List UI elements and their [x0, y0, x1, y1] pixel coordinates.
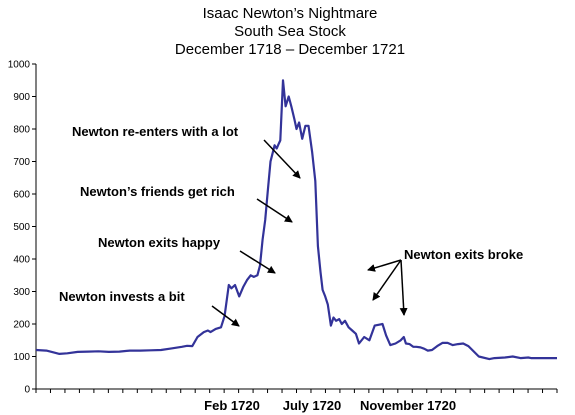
annotation-invests-bit-arrow	[211, 305, 240, 327]
chart-title-line-1: Isaac Newton’s Nightmare	[203, 5, 378, 22]
y-tick-label: 800	[13, 125, 30, 136]
x-tick-label-november-1720: November 1720	[360, 398, 456, 413]
annotations: Newton re-enters with a lot Newton’s fri…	[59, 124, 523, 327]
annotation-exits-happy-arrow	[239, 250, 276, 274]
annotation-exits-broke-arrow-3	[399, 259, 408, 316]
chart-title-line-3: December 1718 – December 1721	[175, 41, 405, 58]
y-ticks: 0 100 200 300 400 500 600 700 800 900 1000	[8, 60, 36, 396]
annotation-invests-bit: Newton invests a bit	[59, 289, 185, 304]
x-minor-ticks	[35, 389, 558, 393]
annotation-reenters: Newton re-enters with a lot	[72, 124, 239, 139]
x-tick-labels: Feb 1720 July 1720 November 1720	[204, 398, 456, 413]
annotation-exits-broke-arrow-2	[372, 259, 402, 301]
y-tick-label: 400	[13, 255, 30, 266]
y-tick-label: 600	[13, 190, 30, 201]
annotation-friends-rich: Newton’s friends get rich	[80, 184, 235, 199]
y-tick-label: 900	[13, 92, 30, 103]
y-tick-label: 1000	[8, 60, 31, 71]
chart-title-line-2: South Sea Stock	[234, 23, 346, 40]
annotation-friends-rich-arrow	[256, 198, 293, 223]
x-tick-label-july-1720: July 1720	[283, 398, 342, 413]
annotation-reenters-arrow	[263, 139, 301, 179]
y-tick-label: 0	[24, 385, 30, 396]
y-tick-label: 300	[13, 287, 30, 298]
y-tick-label: 200	[13, 320, 30, 331]
x-tick-label-feb-1720: Feb 1720	[204, 398, 260, 413]
y-tick-label: 500	[13, 222, 30, 233]
annotation-exits-broke: Newton exits broke	[404, 247, 523, 262]
annotation-exits-broke-arrow-1	[367, 259, 402, 272]
series-line-south-sea-stock	[35, 79, 557, 361]
annotation-exits-happy: Newton exits happy	[98, 235, 221, 250]
y-tick-label: 100	[13, 352, 30, 363]
y-tick-label: 700	[13, 157, 30, 168]
